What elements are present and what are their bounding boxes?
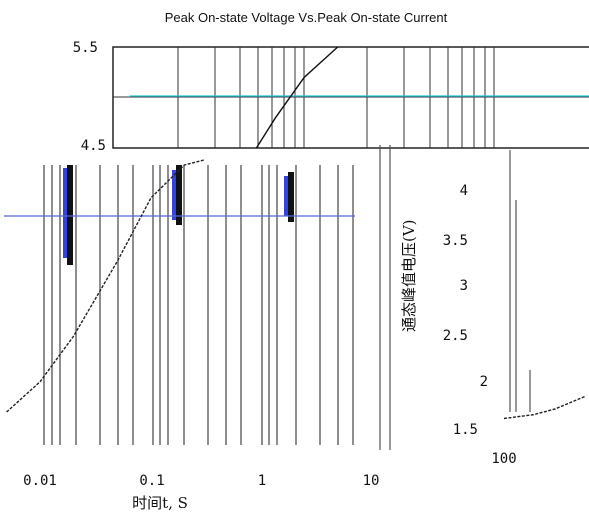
right-chart: 通态峰值电压(V) 4 3.5 3 2.5 2 1.5 100 (379, 145, 586, 467)
top-chart-grid (113, 47, 589, 148)
top-series-line (255, 46, 339, 149)
right-y-tick-label: 3.5 (443, 233, 468, 249)
right-y-axis-label: 通态峰值电压(V) (400, 219, 418, 332)
right-chart-grid (379, 145, 531, 450)
top-y-tick-label: 4.5 (81, 138, 106, 154)
right-y-tick-label: 1.5 (453, 422, 478, 438)
left-series-line (6, 159, 205, 413)
x-tick-label-1: 1 (258, 473, 266, 489)
right-y-tick-label: 3 (460, 278, 468, 294)
left-chart-dark-bars (67, 165, 294, 265)
x-tick-label-0.01: 0.01 (23, 473, 57, 489)
right-series-line (503, 395, 586, 420)
x-tick-label-0.1: 0.1 (139, 473, 164, 489)
left-chart-blue-marks (63, 168, 288, 258)
left-chart: 0.01 0.1 1 10 时间t, S (4, 159, 380, 512)
top-y-tick-label: 5.5 (73, 40, 98, 56)
right-y-tick-label: 4 (460, 183, 468, 199)
chart-title: Peak On-state Voltage Vs.Peak On-state C… (165, 10, 448, 25)
x-tick-label-10: 10 (363, 473, 380, 489)
top-chart: 5.5 4.5 (73, 40, 589, 154)
x-axis-label: 时间t, S (132, 494, 188, 512)
right-y-tick-label: 2 (480, 374, 488, 390)
left-chart-grid (43, 165, 354, 445)
right-x-tick-label: 100 (491, 451, 516, 467)
right-y-tick-label: 2.5 (443, 328, 468, 344)
